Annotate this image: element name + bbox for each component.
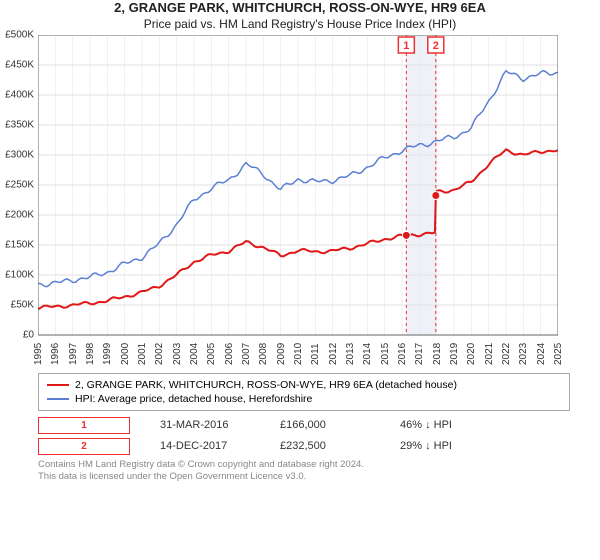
x-axis-label: 2008 <box>258 337 269 365</box>
sale-row: 2 14-DEC-2017 £232,500 29% ↓ HPI <box>38 438 600 455</box>
x-axis-label: 1995 <box>33 337 44 365</box>
footer-line-1: Contains HM Land Registry data © Crown c… <box>38 459 570 471</box>
x-axis-label: 2002 <box>154 337 165 365</box>
sale-price: £166,000 <box>280 419 370 431</box>
y-axis-label: £150K <box>0 239 34 250</box>
legend-item: 2, GRANGE PARK, WHITCHURCH, ROSS-ON-WYE,… <box>47 378 561 392</box>
x-axis-label: 2013 <box>345 337 356 365</box>
sale-date: 14-DEC-2017 <box>160 440 250 452</box>
y-axis-label: £350K <box>0 119 34 130</box>
sale-price: £232,500 <box>280 440 370 452</box>
x-axis-label: 2010 <box>293 337 304 365</box>
x-axis-label: 2006 <box>224 337 235 365</box>
x-axis-label: 2017 <box>414 337 425 365</box>
y-axis-label: £450K <box>0 59 34 70</box>
x-axis-label: 2014 <box>362 337 373 365</box>
x-axis-label: 2015 <box>380 337 391 365</box>
y-axis-label: £500K <box>0 29 34 40</box>
x-axis-label: 2004 <box>189 337 200 365</box>
legend: 2, GRANGE PARK, WHITCHURCH, ROSS-ON-WYE,… <box>38 373 570 411</box>
x-axis-label: 2009 <box>276 337 287 365</box>
x-axis-label: 1998 <box>85 337 96 365</box>
y-axis-label: £50K <box>0 299 34 310</box>
chart-area: £0£50K£100K£150K£200K£250K£300K£350K£400… <box>38 35 598 365</box>
x-axis-label: 2021 <box>484 337 495 365</box>
x-axis-label: 2005 <box>206 337 217 365</box>
x-axis-label: 2016 <box>397 337 408 365</box>
legend-swatch <box>47 384 69 386</box>
y-axis-label: £250K <box>0 179 34 190</box>
x-axis-label: 2025 <box>553 337 564 365</box>
sale-marker: 1 <box>38 417 130 434</box>
y-axis-label: £200K <box>0 209 34 220</box>
x-axis-label: 2000 <box>120 337 131 365</box>
svg-text:2: 2 <box>433 40 439 52</box>
chart-title: 2, GRANGE PARK, WHITCHURCH, ROSS-ON-WYE,… <box>0 0 600 17</box>
x-axis-label: 2011 <box>310 337 321 365</box>
svg-text:1: 1 <box>403 40 409 52</box>
x-axis-label: 2001 <box>137 337 148 365</box>
x-axis-label: 2007 <box>241 337 252 365</box>
legend-label: HPI: Average price, detached house, Here… <box>75 393 312 405</box>
x-axis-label: 1999 <box>102 337 113 365</box>
legend-item: HPI: Average price, detached house, Here… <box>47 392 561 406</box>
sale-row: 1 31-MAR-2016 £166,000 46% ↓ HPI <box>38 417 600 434</box>
x-axis-label: 2024 <box>536 337 547 365</box>
x-axis-label: 1997 <box>68 337 79 365</box>
y-axis-label: £0 <box>0 329 34 340</box>
x-axis-label: 2020 <box>466 337 477 365</box>
sale-date: 31-MAR-2016 <box>160 419 250 431</box>
sale-diff: 29% ↓ HPI <box>400 440 490 452</box>
y-axis-label: £300K <box>0 149 34 160</box>
x-axis-label: 2003 <box>172 337 183 365</box>
sale-marker: 2 <box>38 438 130 455</box>
x-axis-label: 1996 <box>50 337 61 365</box>
x-axis-label: 2012 <box>328 337 339 365</box>
chart-subtitle: Price paid vs. HM Land Registry's House … <box>0 17 600 31</box>
line-chart: 12 <box>38 35 558 339</box>
footer-attribution: Contains HM Land Registry data © Crown c… <box>38 459 570 483</box>
x-axis-label: 2018 <box>432 337 443 365</box>
legend-label: 2, GRANGE PARK, WHITCHURCH, ROSS-ON-WYE,… <box>75 379 457 391</box>
y-axis-label: £100K <box>0 269 34 280</box>
legend-swatch <box>47 398 69 400</box>
sale-diff: 46% ↓ HPI <box>400 419 490 431</box>
x-axis-label: 2022 <box>501 337 512 365</box>
footer-line-2: This data is licensed under the Open Gov… <box>38 471 570 483</box>
x-axis-label: 2019 <box>449 337 460 365</box>
y-axis-label: £400K <box>0 89 34 100</box>
x-axis-label: 2023 <box>518 337 529 365</box>
